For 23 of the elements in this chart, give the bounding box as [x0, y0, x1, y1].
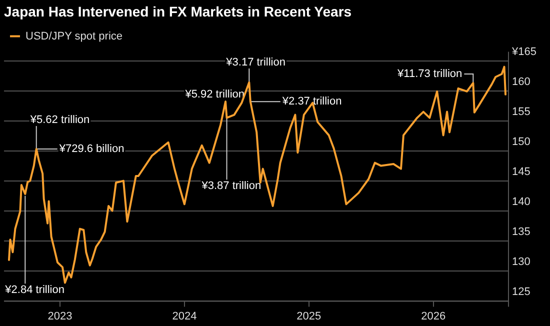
x-tick-label: 2025: [296, 310, 322, 322]
x-tick-label: 2024: [172, 310, 197, 322]
y-tick-label: 140: [512, 196, 530, 208]
annotation: ¥729.6 billion: [58, 143, 124, 156]
y-tick-label: 150: [512, 136, 530, 148]
annotation: ¥2.84 trillion: [4, 284, 64, 296]
annotation: ¥5.92 trillion: [184, 88, 245, 101]
chart-title: Japan Has Intervened in FX Markets in Recent Years: [4, 3, 352, 20]
y-tick-label: 125: [512, 286, 530, 298]
annotation: ¥3.17 trillion: [225, 56, 286, 68]
legend-label: USD/JPY spot price: [26, 30, 123, 42]
annotation: ¥5.62 trillion: [29, 114, 90, 126]
y-tick-label: 155: [512, 106, 530, 118]
y-tick-label: 145: [512, 166, 530, 178]
annotation: ¥11.73 trillion: [396, 68, 462, 80]
x-tick-label: 2026: [421, 310, 446, 322]
y-tick-label: 130: [512, 256, 530, 268]
annotation: ¥3.87 trillion: [200, 180, 262, 192]
y-tick-label: 160: [512, 76, 530, 88]
y-tick-label: ¥165: [511, 46, 536, 58]
x-tick-label: 2023: [48, 310, 72, 322]
y-tick-label: 135: [512, 226, 530, 238]
annotation: ¥2.37 trillion: [281, 96, 342, 108]
